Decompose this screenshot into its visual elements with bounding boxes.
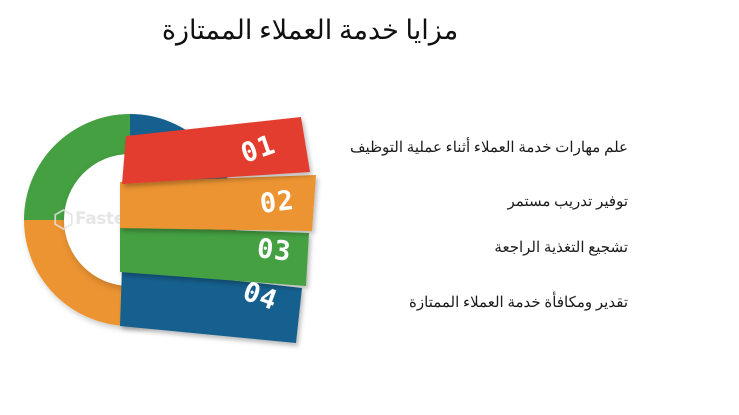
ribbon-group-svg: [120, 117, 316, 343]
ribbon-02-orange[interactable]: [120, 175, 316, 231]
item-label-03: تشجيع التغذية الراجعة: [494, 240, 628, 256]
ribbon-04-blue[interactable]: [120, 268, 302, 343]
ribbon-group: 01 02 03 04: [120, 100, 330, 360]
item-label-02: توفير تدريب مستمر: [507, 194, 628, 210]
page-title: مزايا خدمة العملاء الممتازة: [161, 15, 459, 45]
item-label-01: علم مهارات خدمة العملاء أثناء عملية التو…: [350, 140, 628, 156]
ribbon-01-red[interactable]: [122, 117, 310, 184]
item-label-04: تقدير ومكافأة خدمة العملاء الممتازة: [409, 295, 628, 311]
ribbon-03-green[interactable]: [120, 226, 309, 286]
